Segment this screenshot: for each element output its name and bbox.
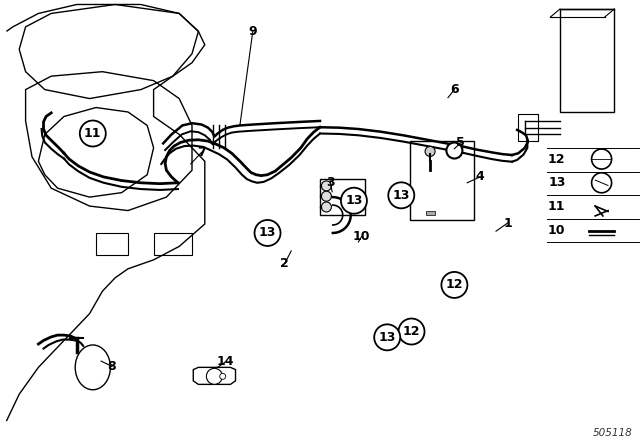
Circle shape [591,149,612,169]
Text: 9: 9 [248,25,257,38]
Circle shape [220,373,226,379]
Circle shape [447,142,463,159]
Text: 1: 1 [503,216,512,230]
Circle shape [442,272,467,298]
Text: 13: 13 [259,226,276,240]
Bar [410,141,474,220]
Circle shape [399,319,424,345]
Text: 12: 12 [548,152,566,166]
Text: 4: 4 [476,170,484,184]
Text: 5: 5 [456,136,465,149]
Circle shape [321,181,332,191]
Text: 13: 13 [378,331,396,344]
Circle shape [388,182,414,208]
Text: 10: 10 [353,230,371,243]
Circle shape [80,121,106,146]
Text: 8: 8 [108,360,116,373]
Circle shape [341,188,367,214]
Circle shape [591,173,612,193]
Text: 12: 12 [403,325,420,338]
Text: 13: 13 [392,189,410,202]
Circle shape [321,191,332,201]
Text: 12: 12 [445,278,463,292]
Text: 11: 11 [548,200,566,214]
Text: 2: 2 [280,257,289,270]
Text: 13: 13 [345,194,363,207]
Text: 13: 13 [548,176,566,190]
Circle shape [425,146,435,156]
Bar [426,211,435,215]
Text: 3: 3 [326,176,335,190]
Text: 11: 11 [84,127,102,140]
Text: 10: 10 [548,224,566,237]
Text: 6: 6 [450,83,459,96]
Text: 14: 14 [216,355,234,369]
Circle shape [206,368,223,384]
Circle shape [321,202,332,212]
Circle shape [255,220,280,246]
Text: 505118: 505118 [593,428,632,438]
Circle shape [374,324,400,350]
Text: 7: 7 [197,146,206,159]
